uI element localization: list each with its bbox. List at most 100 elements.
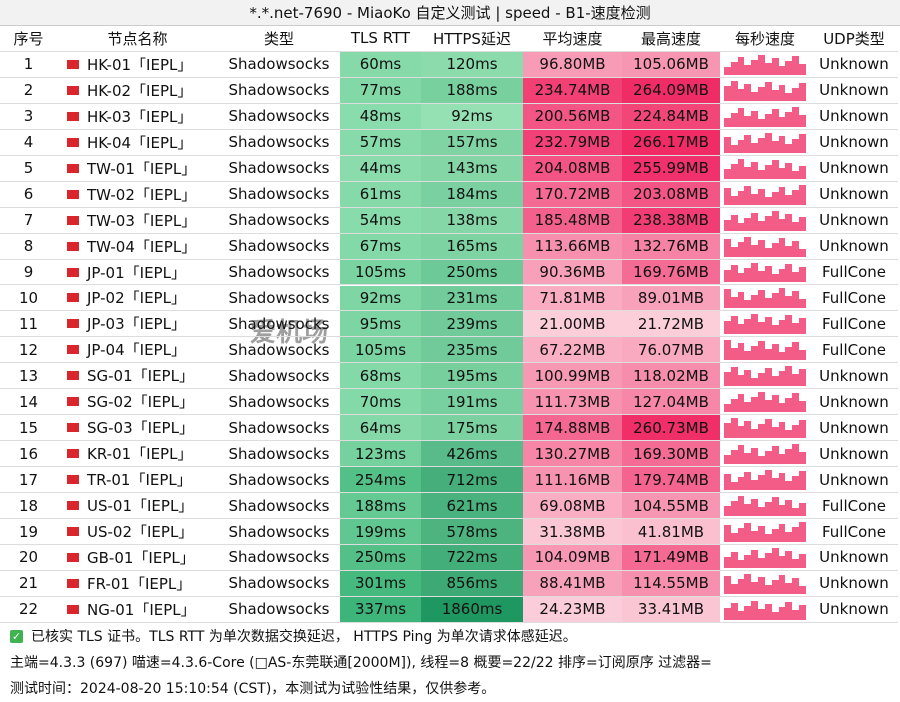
sparkline-bar bbox=[799, 521, 806, 542]
avg-speed: 67.22MB bbox=[523, 337, 622, 364]
udp-type: Unknown bbox=[810, 441, 898, 468]
node-name-text: KR-01「IEPL」 bbox=[87, 445, 193, 464]
sparkline-bar bbox=[730, 214, 738, 231]
node-name: GB-01「IEPL」 bbox=[57, 545, 218, 571]
sparkline-bar bbox=[764, 317, 772, 335]
tls-rtt: 123ms bbox=[340, 441, 421, 468]
footer-line: 测试时间：2024-08-20 15:10:54 (CST)，本测试为试验性结果… bbox=[10, 681, 496, 697]
sparkline-bar bbox=[751, 429, 759, 439]
protocol: Shadowsocks bbox=[218, 441, 340, 468]
column-header: HTTPS延迟 bbox=[421, 26, 523, 52]
sparkline-bar bbox=[771, 293, 779, 309]
sparkline-bar bbox=[771, 579, 779, 594]
node-name: SG-01「IEPL」 bbox=[57, 363, 218, 390]
tls-rtt: 61ms bbox=[340, 181, 421, 208]
avg-speed: 31.38MB bbox=[523, 519, 622, 545]
sparkline-bar bbox=[744, 453, 752, 465]
avg-speed: 100.99MB bbox=[523, 363, 622, 390]
sparkline-bar bbox=[724, 321, 731, 335]
sparkline-bar bbox=[751, 91, 759, 101]
https-latency: 143ms bbox=[421, 155, 523, 182]
sparkline-bar bbox=[730, 316, 738, 335]
avg-speed: 170.72MB bbox=[523, 181, 622, 208]
sparkline-bar bbox=[730, 246, 738, 257]
sparkline-bar bbox=[751, 448, 759, 465]
speed-sparkline bbox=[720, 519, 810, 545]
udp-type: Unknown bbox=[810, 234, 898, 260]
sparkline-bar bbox=[758, 188, 765, 205]
node-name: US-01「IEPL」 bbox=[57, 493, 218, 520]
sparkline-bar bbox=[764, 400, 772, 413]
index: 21 bbox=[0, 571, 57, 597]
sparkline-bar bbox=[758, 169, 765, 179]
sparkline-bar bbox=[744, 319, 752, 335]
node-name: HK-03「IEPL」 bbox=[57, 104, 218, 130]
sparkline-bar bbox=[778, 320, 786, 335]
sparkline-bar bbox=[764, 603, 772, 620]
sparkline-bar bbox=[758, 220, 765, 231]
sparkline-bar bbox=[771, 547, 779, 568]
sparkline-bar bbox=[785, 500, 793, 517]
index: 17 bbox=[0, 467, 57, 494]
tls-rtt: 60ms bbox=[340, 51, 421, 78]
udp-type: Unknown bbox=[810, 389, 898, 416]
flag-icon bbox=[67, 293, 79, 303]
sparkline-bar bbox=[737, 610, 745, 620]
tls-rtt: 54ms bbox=[340, 207, 421, 234]
node-name-text: US-02「IEPL」 bbox=[87, 523, 194, 542]
sparkline-bar bbox=[771, 528, 779, 542]
flag-icon bbox=[67, 215, 79, 225]
sparkline-bar bbox=[744, 166, 752, 179]
sparkline-bar bbox=[758, 475, 765, 491]
flag-icon bbox=[67, 111, 79, 121]
speed-sparkline bbox=[720, 78, 810, 104]
speed-sparkline bbox=[720, 260, 810, 286]
sparkline-bar bbox=[771, 108, 779, 127]
https-latency: 239ms bbox=[421, 311, 523, 338]
sparkline-bar bbox=[737, 107, 745, 127]
sparkline-bar bbox=[758, 576, 765, 594]
sparkline-bar bbox=[778, 186, 786, 205]
sparkline-bar bbox=[771, 376, 779, 387]
sparkline-bar bbox=[792, 374, 800, 387]
index: 7 bbox=[0, 208, 57, 234]
sparkline-bar bbox=[744, 185, 752, 205]
node-name: NG-01「IEPL」 bbox=[57, 597, 218, 623]
max-speed: 21.72MB bbox=[622, 311, 720, 338]
node-name-text: NG-01「IEPL」 bbox=[87, 600, 196, 619]
sparkline-bar bbox=[799, 318, 806, 335]
sparkline-bar bbox=[744, 472, 752, 491]
sparkline-bar bbox=[785, 92, 793, 101]
sparkline-bar bbox=[744, 300, 752, 309]
sparkline-bar bbox=[792, 55, 800, 75]
sparkline-bar bbox=[737, 343, 745, 361]
sparkline-bar bbox=[744, 134, 752, 153]
flag-icon bbox=[67, 475, 79, 485]
max-speed: 118.02MB bbox=[622, 363, 720, 390]
sparkline-bar bbox=[799, 216, 806, 231]
avg-speed: 111.16MB bbox=[523, 467, 622, 494]
node-name: TW-01「IEPL」 bbox=[57, 156, 218, 182]
column-header: 平均速度 bbox=[523, 26, 622, 52]
sparkline-bar bbox=[737, 578, 745, 594]
sparkline-bar bbox=[724, 575, 731, 594]
sparkline-bar bbox=[792, 138, 800, 153]
index: 9 bbox=[0, 260, 57, 286]
sparkline-bar bbox=[737, 241, 745, 257]
https-latency: 712ms bbox=[421, 467, 523, 494]
max-speed: 132.76MB bbox=[622, 233, 720, 260]
udp-type: Unknown bbox=[810, 467, 898, 494]
sparkline-bar bbox=[724, 270, 731, 283]
sparkline-bar bbox=[744, 236, 752, 257]
sparkline-bar bbox=[730, 450, 738, 465]
sparkline-bar bbox=[792, 272, 800, 283]
avg-speed: 200.56MB bbox=[523, 103, 622, 130]
avg-speed: 21.00MB bbox=[523, 311, 622, 338]
sparkline-bar bbox=[751, 378, 759, 387]
sparkline-bar bbox=[764, 215, 772, 231]
flag-icon bbox=[67, 501, 79, 511]
https-latency: 722ms bbox=[421, 545, 523, 571]
sparkline-bar bbox=[785, 601, 793, 620]
node-name-text: FR-01「IEPL」 bbox=[87, 574, 192, 593]
udp-type: Unknown bbox=[810, 104, 898, 130]
